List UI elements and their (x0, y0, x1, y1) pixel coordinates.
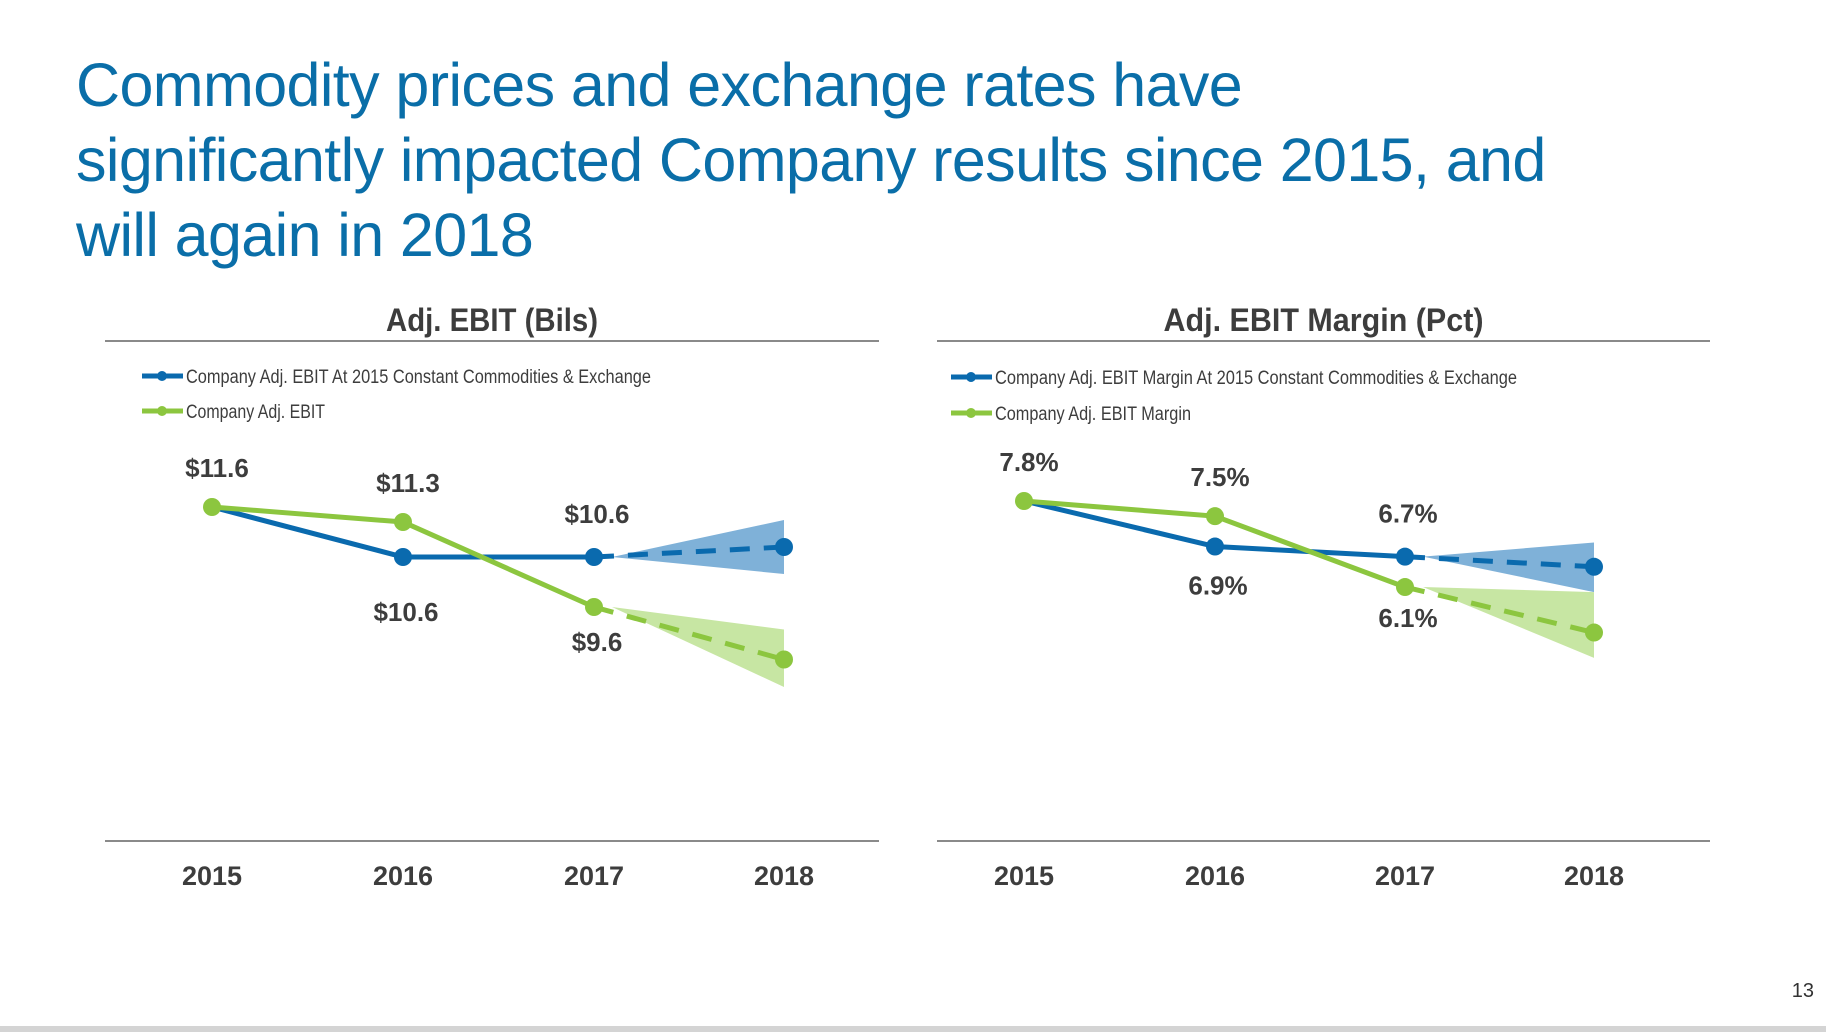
data-point (394, 548, 412, 566)
legend-marker (966, 372, 976, 382)
data-point (203, 498, 221, 516)
title-line-2: significantly impacted Company results s… (76, 126, 1546, 194)
chart-title: Adj. EBIT Margin (Pct) (1164, 302, 1484, 338)
data-label: 6.7% (1378, 499, 1437, 529)
data-point (585, 598, 603, 616)
legend-marker (157, 406, 167, 416)
data-label: $9.6 (572, 627, 623, 657)
data-label: 6.9% (1188, 571, 1247, 601)
data-point (1585, 623, 1603, 642)
x-tick-label: 2015 (182, 861, 242, 891)
x-tick-label: 2018 (1564, 861, 1624, 891)
slide-title: Commodity prices and exchange rates have… (76, 48, 1796, 273)
projection-range-band (1423, 587, 1594, 658)
data-point (775, 650, 793, 669)
data-point (1206, 537, 1224, 556)
data-point (1206, 507, 1224, 526)
projection-range-band (1423, 542, 1594, 593)
data-label: 7.5% (1190, 462, 1249, 492)
chart-adj-ebit-margin: Adj. EBIT Margin (Pct) 2015 2016 2017 2018 Co… (937, 302, 1710, 891)
data-point (1015, 492, 1033, 510)
data-label: $11.3 (376, 468, 440, 498)
x-tick-label: 2017 (564, 861, 624, 891)
data-point (1396, 547, 1414, 566)
legend-item: Company Adj. EBIT At 2015 Constant Commo… (142, 367, 651, 388)
chart-adj-ebit: Adj. EBIT (Bils) 2015 2016 2017 2018 Company … (105, 302, 879, 891)
legend-label: Company Adj. EBIT (186, 402, 325, 423)
x-tick-label: 2017 (1375, 861, 1435, 891)
page-number: 13 (1791, 980, 1814, 1002)
data-point (1585, 557, 1603, 576)
title-line-3: will again in 2018 (76, 201, 534, 269)
bottom-bar (0, 1026, 1826, 1032)
data-point (585, 548, 603, 566)
data-point (775, 538, 793, 556)
legend-label: Company Adj. EBIT Margin (995, 404, 1191, 425)
legend-marker (966, 408, 976, 418)
data-label: 6.1% (1378, 603, 1437, 633)
data-label: $11.6 (185, 453, 249, 483)
x-tick-label: 2015 (994, 861, 1054, 891)
data-point (1396, 578, 1414, 597)
legend-label: Company Adj. EBIT Margin At 2015 Constan… (995, 368, 1517, 389)
legend-item: Company Adj. EBIT (142, 402, 325, 423)
chart-title: Adj. EBIT (Bils) (386, 302, 598, 338)
data-label: $10.6 (564, 499, 629, 529)
legend-item: Company Adj. EBIT Margin At 2015 Constan… (951, 368, 1517, 389)
data-label: $10.6 (373, 597, 438, 627)
x-tick-label: 2016 (373, 861, 433, 891)
title-line-1: Commodity prices and exchange rates have (76, 51, 1243, 119)
projection-range-band (612, 520, 784, 574)
legend-label: Company Adj. EBIT At 2015 Constant Commo… (186, 367, 651, 388)
data-point (394, 513, 412, 531)
legend-marker (157, 371, 167, 381)
data-label: 7.8% (999, 447, 1058, 477)
x-tick-label: 2018 (754, 861, 814, 891)
legend-item: Company Adj. EBIT Margin (951, 404, 1191, 425)
x-tick-label: 2016 (1185, 861, 1245, 891)
projection-range-band (612, 607, 784, 687)
